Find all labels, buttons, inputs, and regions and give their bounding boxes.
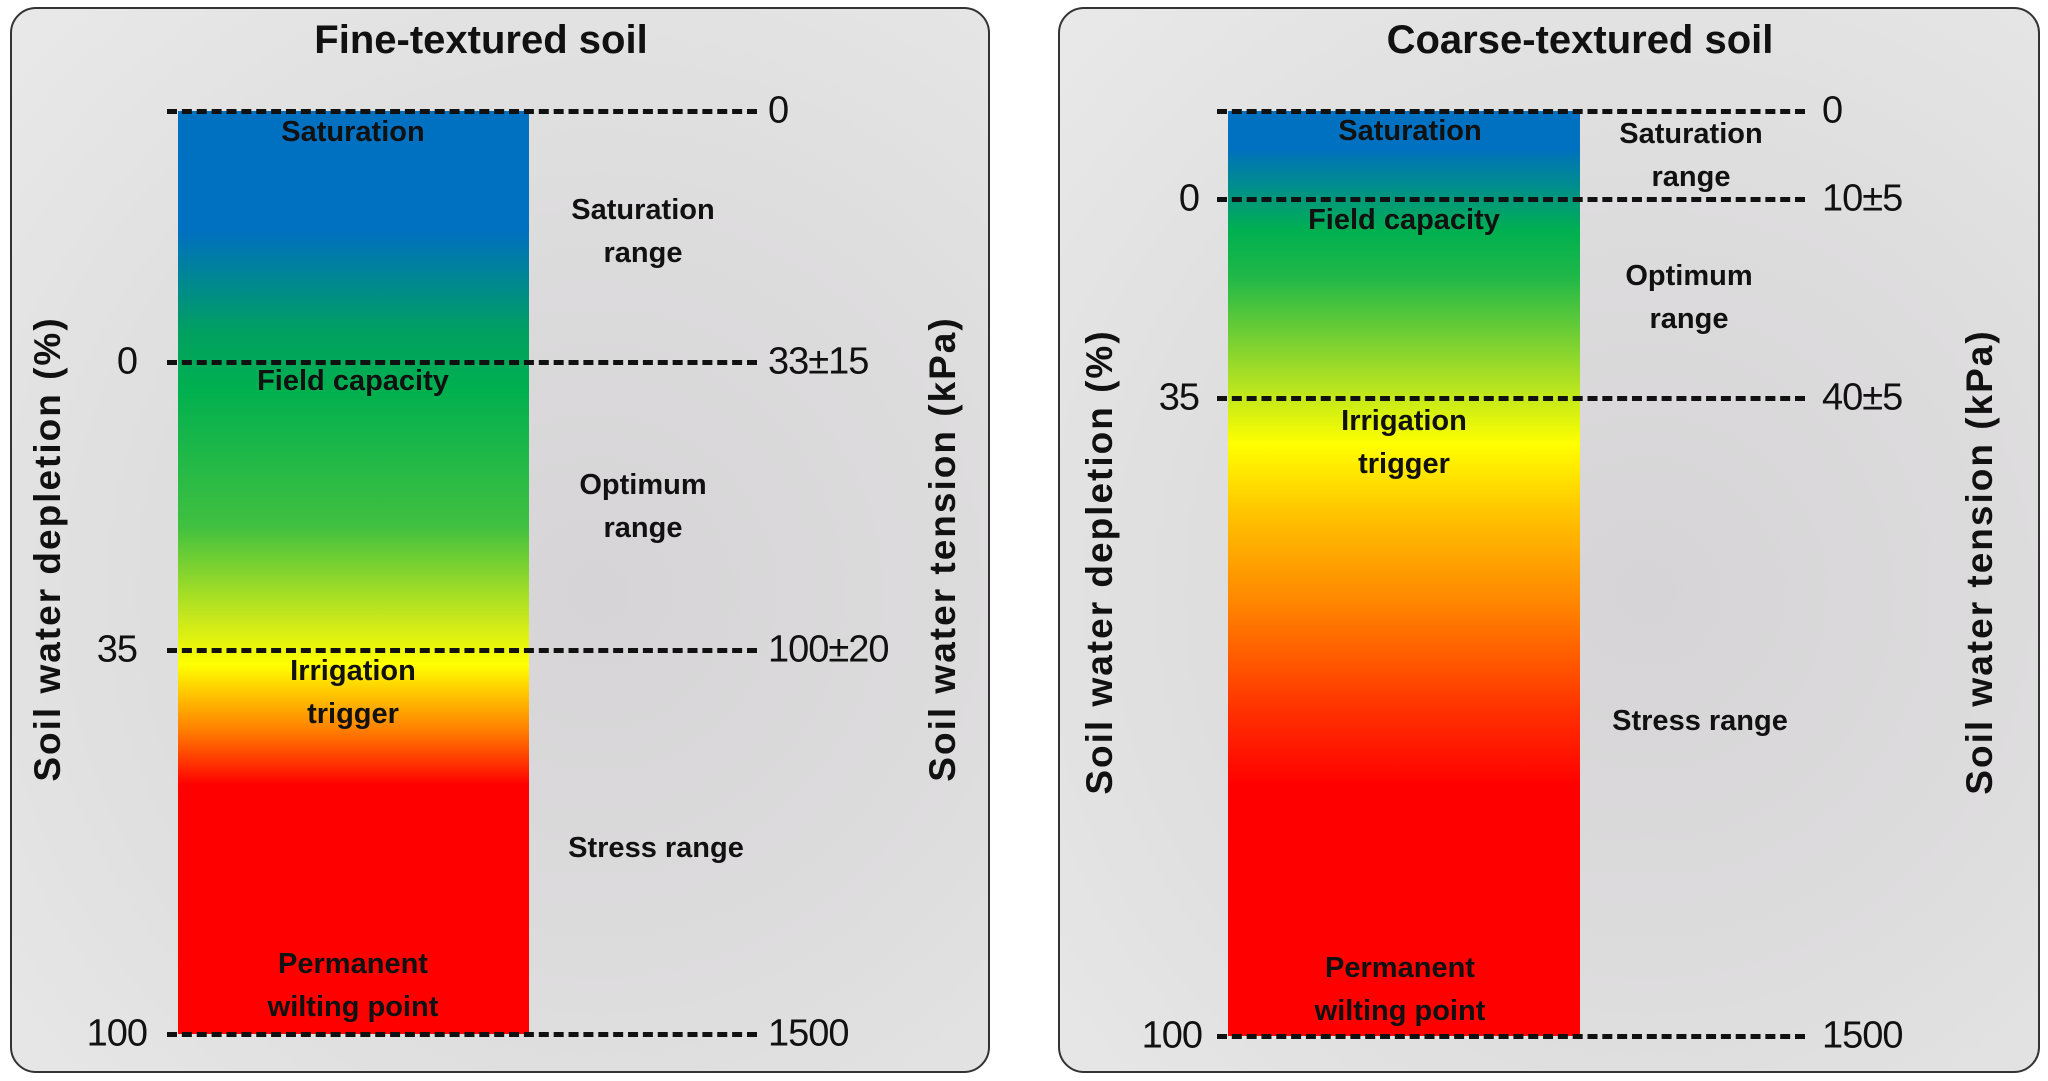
depletion-tick: 100 (1141, 1014, 1203, 1057)
panel-title: Coarse-textured soil (1386, 18, 1774, 62)
level-line-field-capacity (1217, 197, 1805, 202)
depletion-tick: 100 (86, 1012, 148, 1055)
tension-tick: 40±5 (1822, 376, 1903, 419)
label-irrigation-trigger: Irrigation trigger (1341, 400, 1467, 486)
level-line-saturation (1217, 109, 1805, 114)
label-line: range (603, 512, 683, 544)
tension-tick: 0 (1822, 89, 1843, 132)
label-line: trigger (1358, 448, 1450, 480)
tension-tick: 100±20 (768, 628, 890, 671)
tension-tick: 33±15 (768, 340, 869, 383)
label-field-capacity: Field capacity (257, 365, 449, 397)
label-line: Saturation (1619, 118, 1763, 150)
tension-tick: 1500 (1822, 1014, 1904, 1057)
label-saturation: Saturation (1338, 115, 1482, 147)
depletion-tick: 35 (1158, 376, 1200, 419)
label-line: Permanent (1325, 952, 1475, 984)
level-line-field-capacity (167, 360, 757, 365)
moisture-gradient-bar (178, 111, 529, 1034)
left-axis-title: Soil water depletion (%) (27, 316, 68, 782)
label-line: Optimum (1625, 260, 1753, 292)
label-line: Saturation (571, 194, 715, 226)
label-line: trigger (307, 698, 399, 730)
range-saturation: Saturation range (571, 189, 714, 275)
label-line: range (1651, 161, 1731, 193)
label-line: Optimum (579, 469, 707, 501)
range-stress: Stress range (568, 832, 744, 864)
depletion-tick: 35 (96, 628, 138, 671)
range-optimum: Optimum range (579, 464, 706, 550)
label-wilting-point: Permanent wilting point (268, 943, 439, 1029)
level-line-irrigation-trigger (1217, 396, 1805, 401)
right-axis-title: Soil water tension (kPa) (1959, 329, 2000, 795)
label-irrigation-trigger: Irrigation trigger (290, 650, 416, 736)
label-field-capacity: Field capacity (1308, 204, 1500, 236)
label-line: range (1649, 303, 1729, 335)
tension-tick: 10±5 (1822, 177, 1903, 220)
tension-tick: 0 (768, 89, 789, 132)
label-line: range (603, 237, 683, 269)
left-axis-title: Soil water depletion (%) (1079, 329, 1120, 795)
panel-title: Fine-textured soil (314, 18, 648, 62)
label-saturation: Saturation (281, 116, 425, 148)
label-line: Permanent (278, 948, 428, 980)
depletion-tick: 0 (116, 340, 138, 383)
label-line: wilting point (267, 991, 439, 1023)
label-line: Irrigation (290, 655, 416, 687)
range-stress: Stress range (1612, 705, 1788, 737)
level-line-wilting-point (1217, 1034, 1805, 1039)
range-saturation: Saturation range (1619, 113, 1762, 199)
depletion-tick: 0 (1178, 177, 1200, 220)
label-line: wilting point (1314, 995, 1486, 1027)
tension-tick: 1500 (768, 1012, 850, 1055)
level-line-irrigation-trigger (167, 648, 757, 653)
range-optimum: Optimum range (1625, 255, 1752, 341)
level-line-wilting-point (167, 1032, 757, 1037)
label-wilting-point: Permanent wilting point (1315, 947, 1486, 1033)
level-line-saturation (167, 109, 757, 114)
moisture-gradient-bar (1228, 111, 1580, 1036)
right-axis-title: Soil water tension (kPa) (922, 316, 963, 782)
label-line: Irrigation (1341, 405, 1467, 437)
